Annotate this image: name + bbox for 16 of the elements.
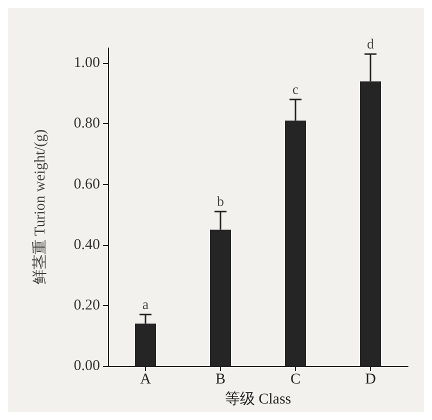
y-tick-label: 0.00	[74, 358, 100, 374]
y-axis-title: 鲜茎重 Turion weight/(g)	[32, 129, 48, 285]
y-tick-label: 0.20	[74, 297, 100, 314]
x-tick-label: B	[215, 372, 226, 388]
y-tick-label: 0.60	[74, 176, 100, 192]
y-tick-label: 0.80	[74, 116, 100, 132]
y-tick-label: 1.00	[74, 55, 100, 72]
annotation: d	[367, 38, 374, 53]
annotation: c	[292, 82, 299, 98]
y-tick-label: 0.40	[74, 236, 100, 253]
x-tick-label: C	[290, 372, 301, 388]
annotation: b	[217, 195, 224, 210]
annotation: a	[142, 298, 150, 314]
x-tick-label: A	[140, 372, 152, 388]
x-axis-title: 等级 Class	[224, 390, 292, 408]
x-tick-label: D	[365, 372, 376, 388]
